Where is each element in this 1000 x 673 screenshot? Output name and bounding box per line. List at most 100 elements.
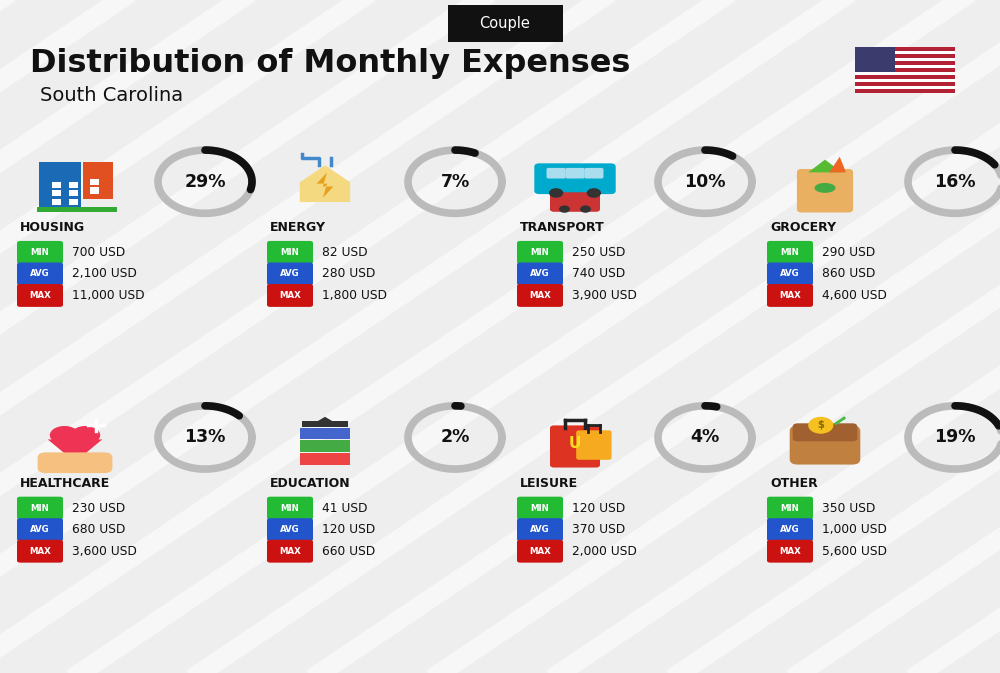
Text: OTHER: OTHER (770, 476, 818, 490)
Text: 19%: 19% (934, 429, 976, 446)
Text: 5,600 USD: 5,600 USD (822, 544, 887, 558)
Text: AVG: AVG (530, 525, 550, 534)
Text: 4%: 4% (690, 429, 720, 446)
Text: MIN: MIN (781, 248, 799, 257)
Text: 230 USD: 230 USD (72, 501, 125, 515)
Text: $: $ (817, 420, 824, 430)
FancyBboxPatch shape (855, 75, 955, 79)
Circle shape (808, 417, 833, 433)
Text: 280 USD: 280 USD (322, 267, 375, 281)
Text: ENERGY: ENERGY (270, 221, 326, 234)
Text: MAX: MAX (29, 546, 51, 556)
FancyBboxPatch shape (267, 284, 313, 307)
FancyBboxPatch shape (855, 54, 955, 58)
FancyBboxPatch shape (767, 540, 813, 563)
Text: 11,000 USD: 11,000 USD (72, 289, 145, 302)
FancyBboxPatch shape (517, 262, 563, 285)
Text: MAX: MAX (279, 546, 301, 556)
Text: 370 USD: 370 USD (572, 523, 625, 536)
Text: 120 USD: 120 USD (322, 523, 375, 536)
FancyBboxPatch shape (17, 284, 63, 307)
Text: 2,100 USD: 2,100 USD (72, 267, 137, 281)
FancyBboxPatch shape (90, 179, 99, 185)
FancyBboxPatch shape (69, 182, 78, 188)
Polygon shape (308, 417, 342, 427)
FancyBboxPatch shape (517, 241, 563, 264)
FancyBboxPatch shape (534, 164, 616, 194)
Text: MAX: MAX (529, 291, 551, 300)
Text: AVG: AVG (780, 525, 800, 534)
FancyBboxPatch shape (855, 90, 955, 93)
Circle shape (587, 188, 601, 198)
FancyBboxPatch shape (38, 452, 112, 473)
FancyBboxPatch shape (17, 241, 63, 264)
FancyBboxPatch shape (267, 241, 313, 264)
Text: AVG: AVG (780, 269, 800, 279)
Text: MAX: MAX (779, 291, 801, 300)
Text: EDUCATION: EDUCATION (270, 476, 351, 490)
Text: AVG: AVG (280, 269, 300, 279)
FancyBboxPatch shape (790, 425, 860, 464)
FancyBboxPatch shape (17, 518, 63, 541)
Text: 13%: 13% (184, 429, 226, 446)
Text: 82 USD: 82 USD (322, 246, 368, 259)
FancyBboxPatch shape (448, 5, 562, 42)
FancyBboxPatch shape (300, 427, 350, 439)
FancyBboxPatch shape (52, 182, 61, 188)
Text: 1,000 USD: 1,000 USD (822, 523, 887, 536)
FancyBboxPatch shape (855, 61, 955, 65)
FancyBboxPatch shape (855, 82, 955, 86)
Circle shape (549, 188, 563, 198)
FancyBboxPatch shape (90, 187, 99, 194)
Text: 120 USD: 120 USD (572, 501, 625, 515)
FancyBboxPatch shape (17, 540, 63, 563)
FancyBboxPatch shape (17, 497, 63, 520)
Text: MIN: MIN (781, 503, 799, 513)
FancyBboxPatch shape (767, 518, 813, 541)
Text: 10%: 10% (684, 173, 726, 190)
Text: TRANSPORT: TRANSPORT (520, 221, 605, 234)
Text: 2,000 USD: 2,000 USD (572, 544, 637, 558)
Text: MIN: MIN (531, 248, 549, 257)
FancyBboxPatch shape (767, 284, 813, 307)
FancyBboxPatch shape (83, 162, 113, 199)
Text: MIN: MIN (281, 503, 299, 513)
Text: AVG: AVG (280, 525, 300, 534)
Text: 860 USD: 860 USD (822, 267, 875, 281)
FancyBboxPatch shape (793, 423, 857, 441)
FancyBboxPatch shape (52, 190, 61, 197)
Polygon shape (48, 439, 102, 462)
Text: MAX: MAX (529, 546, 551, 556)
Ellipse shape (814, 183, 836, 193)
Text: 16%: 16% (934, 173, 976, 190)
Text: MIN: MIN (31, 248, 49, 257)
Text: HOUSING: HOUSING (20, 221, 85, 234)
FancyBboxPatch shape (584, 168, 603, 178)
Text: 740 USD: 740 USD (572, 267, 625, 281)
Ellipse shape (71, 426, 100, 444)
Text: 680 USD: 680 USD (72, 523, 125, 536)
Text: 350 USD: 350 USD (822, 501, 875, 515)
Text: 2%: 2% (440, 429, 470, 446)
Polygon shape (808, 160, 842, 172)
FancyBboxPatch shape (855, 47, 955, 93)
Text: 290 USD: 290 USD (822, 246, 875, 259)
FancyBboxPatch shape (855, 47, 955, 50)
Text: AVG: AVG (530, 269, 550, 279)
FancyBboxPatch shape (797, 169, 853, 213)
Polygon shape (300, 166, 350, 202)
Text: MAX: MAX (279, 291, 301, 300)
FancyBboxPatch shape (300, 453, 350, 465)
Text: AVG: AVG (30, 525, 50, 534)
FancyBboxPatch shape (302, 421, 348, 427)
Text: U: U (569, 436, 581, 451)
Text: 700 USD: 700 USD (72, 246, 125, 259)
FancyBboxPatch shape (547, 168, 566, 178)
Text: MIN: MIN (31, 503, 49, 513)
Text: AVG: AVG (30, 269, 50, 279)
FancyBboxPatch shape (267, 540, 313, 563)
FancyBboxPatch shape (69, 190, 78, 197)
FancyBboxPatch shape (576, 430, 612, 460)
FancyBboxPatch shape (517, 284, 563, 307)
Text: 41 USD: 41 USD (322, 501, 368, 515)
